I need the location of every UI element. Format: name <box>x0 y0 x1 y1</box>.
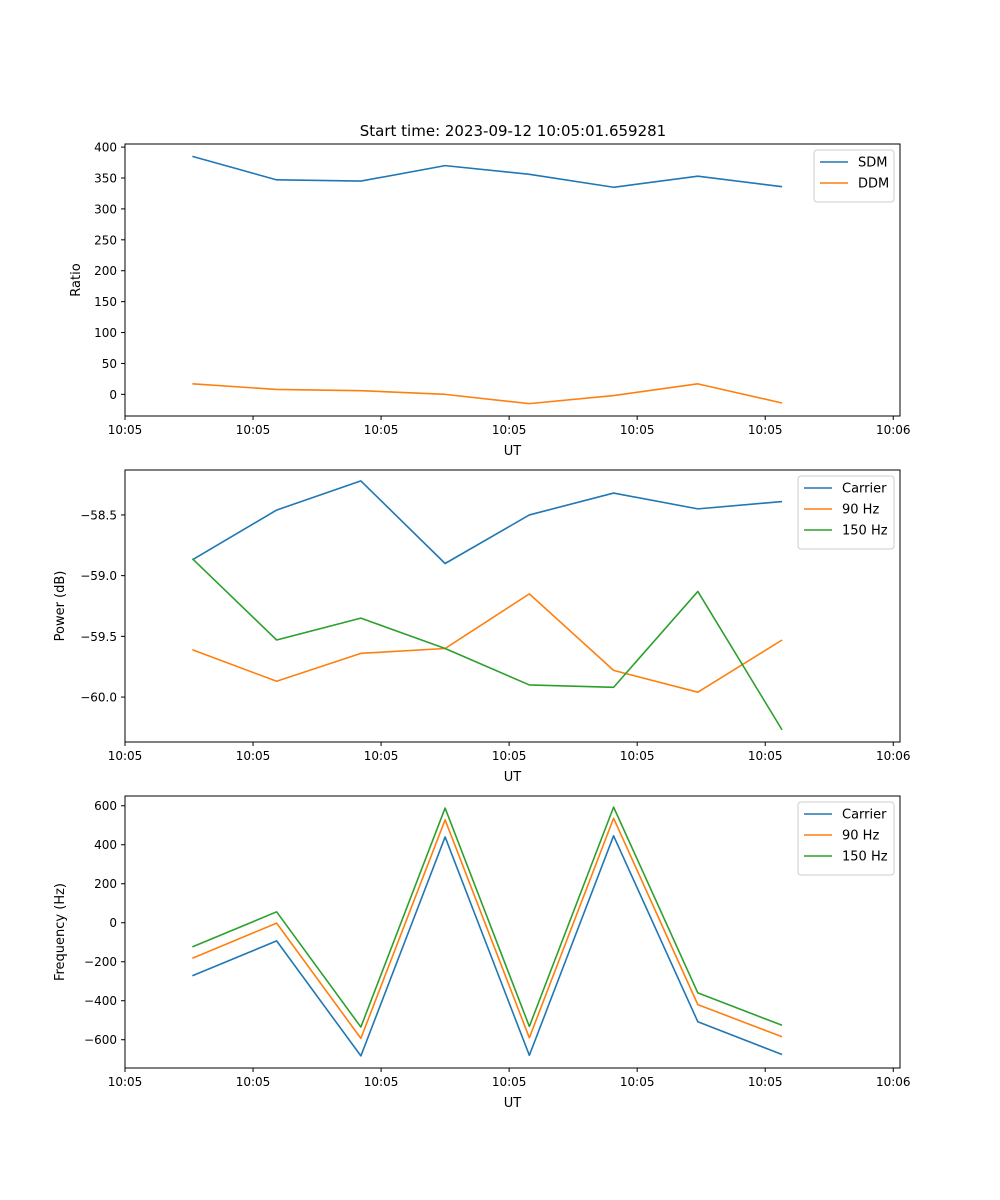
series-line-carrier <box>192 834 783 1057</box>
x-tick-label: 10:06 <box>876 749 911 763</box>
figure-title: Start time: 2023-09-12 10:05:01.659281 <box>360 122 666 140</box>
x-tick-label: 10:05 <box>236 423 271 437</box>
legend-label-150-hz: 150 Hz <box>842 524 888 539</box>
x-tick-label: 10:05 <box>492 423 527 437</box>
legend-label-150-hz: 150 Hz <box>842 850 888 865</box>
x-tick-label: 10:05 <box>748 423 783 437</box>
x-tick-label: 10:05 <box>236 1075 271 1089</box>
x-tick-label: 10:05 <box>748 749 783 763</box>
x-tick-label: 10:06 <box>876 1075 911 1089</box>
legend-label-90-hz: 90 Hz <box>842 503 879 518</box>
x-axis-label: UT <box>504 770 522 785</box>
y-tick-label: 0 <box>109 388 117 402</box>
x-tick-label: 10:05 <box>364 423 399 437</box>
x-axis-label: UT <box>504 444 522 459</box>
x-tick-label: 10:05 <box>748 1075 783 1089</box>
axis-frame <box>124 143 901 417</box>
legend-label-carrier: Carrier <box>842 808 887 823</box>
chart-panel-2: 10:05 10:05 10:05 10:05 10:05 10:05 10:06 −60.0… <box>53 469 911 785</box>
y-tick-label: 50 <box>102 357 117 371</box>
legend: Carrier 90 Hz 150 Hz <box>797 475 895 550</box>
legend: Carrier 90 Hz 150 Hz <box>797 801 895 876</box>
y-tick-label: −600 <box>84 1033 117 1047</box>
chart-panel-3: 10:05 10:05 10:05 10:05 10:05 10:05 10:06 −600 −… <box>53 795 911 1111</box>
x-tick-label: 10:05 <box>492 1075 527 1089</box>
legend-label-carrier: Carrier <box>842 482 887 497</box>
legend-label-ddm: DDM <box>858 177 889 192</box>
y-tick-label: 150 <box>94 295 117 309</box>
x-tick-label: 10:06 <box>876 423 911 437</box>
x-tick-label: 10:05 <box>620 1075 655 1089</box>
series-line-sdm <box>192 155 783 189</box>
axes-root: 10:05 10:05 10:05 10:05 10:05 10:05 10:06 0 50 10… <box>53 141 911 1111</box>
x-tick-label: 10:05 <box>364 1075 399 1089</box>
y-tick-label: −60.0 <box>80 691 117 705</box>
x-tick-label: 10:05 <box>620 423 655 437</box>
x-tick-label: 10:05 <box>108 1075 143 1089</box>
y-tick-label: 400 <box>94 141 117 155</box>
x-tick-label: 10:05 <box>236 749 271 763</box>
y-tick-label: 200 <box>94 877 117 891</box>
series-line-carrier <box>191 480 783 565</box>
series-line-150-hz <box>192 806 783 1028</box>
y-tick-label: −400 <box>84 994 117 1008</box>
axis-frame <box>124 469 901 743</box>
x-tick-label: 10:05 <box>108 423 143 437</box>
legend: SDM DDM <box>813 149 895 203</box>
legend-frame <box>813 149 895 203</box>
y-tick-label: 100 <box>94 326 117 340</box>
series-line-ddm <box>192 383 783 405</box>
y-tick-label: −200 <box>84 955 117 969</box>
legend-label-90-hz: 90 Hz <box>842 829 879 844</box>
x-tick-label: 10:05 <box>492 749 527 763</box>
y-tick-label: −59.0 <box>80 569 117 583</box>
y-tick-label: 300 <box>94 202 117 216</box>
y-tick-label: 400 <box>94 838 117 852</box>
legend-label-sdm: SDM <box>858 156 887 171</box>
x-axis-label: UT <box>504 1096 522 1111</box>
y-tick-label: 0 <box>109 916 117 930</box>
y-axis-label: Power (dB) <box>53 571 68 642</box>
axis-frame <box>124 795 901 1069</box>
chart-panel-1: 10:05 10:05 10:05 10:05 10:05 10:05 10:06 0 50 10… <box>69 141 911 459</box>
y-axis-label: Frequency (Hz) <box>53 883 68 981</box>
y-tick-label: 250 <box>94 233 117 247</box>
series-line-90-hz <box>192 817 783 1040</box>
y-tick-label: 350 <box>94 172 117 186</box>
y-tick-label: 600 <box>94 799 117 813</box>
series-line-150-hz <box>191 558 783 731</box>
y-axis-label: Ratio <box>69 263 84 296</box>
x-tick-label: 10:05 <box>620 749 655 763</box>
y-tick-label: −58.5 <box>80 508 117 522</box>
series-line-90-hz <box>192 593 783 694</box>
y-tick-label: −59.5 <box>80 630 117 644</box>
y-tick-label: 200 <box>94 264 117 278</box>
x-tick-label: 10:05 <box>108 749 143 763</box>
x-tick-label: 10:05 <box>364 749 399 763</box>
